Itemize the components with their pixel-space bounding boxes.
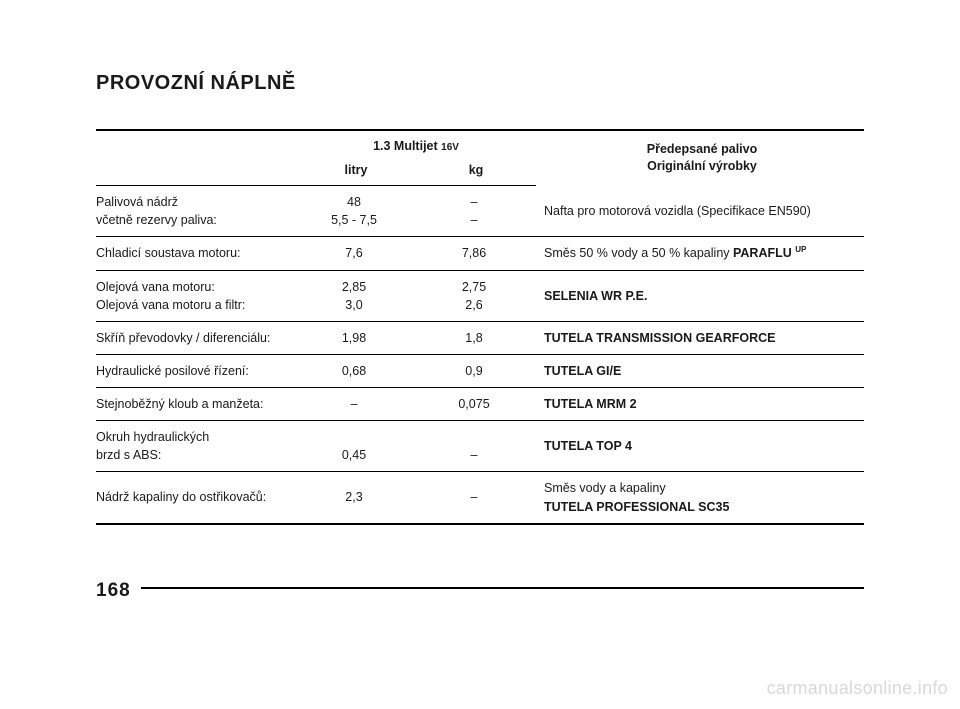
header-litry: litry — [296, 157, 416, 186]
header-engine-suffix: 16V — [441, 142, 459, 153]
row-kg: 0,075 — [416, 388, 536, 421]
row-litry: – — [296, 388, 416, 421]
header-fluids: Předepsané palivo Originální výrobky — [536, 130, 864, 186]
fluids-table: 1.3 Multijet 16V Předepsané palivo Origi… — [96, 129, 864, 525]
header-fluids-line1: Předepsané palivo — [647, 142, 757, 156]
row-litry: 2,3 — [296, 472, 416, 524]
row-label: Okruh hydraulickýchbrzd s ABS: — [96, 421, 296, 472]
row-label: Nádrž kapaliny do ostřikovačů: — [96, 472, 296, 524]
row-fluid: Směs vody a kapalinyTUTELA PROFESSIONAL … — [536, 472, 864, 524]
header-blank — [96, 130, 296, 186]
row-kg: 7,86 — [416, 237, 536, 270]
row-litry: 1,98 — [296, 321, 416, 354]
table-row: Okruh hydraulickýchbrzd s ABS:0,45–TUTEL… — [96, 421, 864, 472]
page-number: 168 — [96, 580, 141, 602]
header-engine-name: 1.3 Multijet — [373, 139, 438, 153]
table-row: Chladicí soustava motoru:7,67,86Směs 50 … — [96, 237, 864, 270]
row-litry: 2,853,0 — [296, 270, 416, 321]
row-label: Olejová vana motoru:Olejová vana motoru … — [96, 270, 296, 321]
row-label: Stejnoběžný kloub a manžeta: — [96, 388, 296, 421]
header-engine: 1.3 Multijet 16V — [296, 130, 536, 157]
header-kg: kg — [416, 157, 536, 186]
row-fluid: SELENIA WR P.E. — [536, 270, 864, 321]
row-fluid: Nafta pro motorová vozidla (Specifikace … — [536, 186, 864, 237]
row-label: Skříň převodovky / diferenciálu: — [96, 321, 296, 354]
footer-rule — [96, 587, 864, 589]
row-kg: 0,9 — [416, 354, 536, 387]
row-fluid: TUTELA TOP 4 — [536, 421, 864, 472]
table-row: Palivová nádržvčetně rezervy paliva:485,… — [96, 186, 864, 237]
row-fluid: TUTELA MRM 2 — [536, 388, 864, 421]
table-row: Stejnoběžný kloub a manžeta:–0,075TUTELA… — [96, 388, 864, 421]
row-fluid: Směs 50 % vody a 50 % kapaliny PARAFLU U… — [536, 237, 864, 270]
row-kg: 1,8 — [416, 321, 536, 354]
row-label: Chladicí soustava motoru: — [96, 237, 296, 270]
row-kg: – — [416, 421, 536, 472]
row-fluid: TUTELA GI/E — [536, 354, 864, 387]
header-fluids-line2: Originální výrobky — [647, 159, 757, 173]
row-kg: – — [416, 472, 536, 524]
row-litry: 485,5 - 7,5 — [296, 186, 416, 237]
row-litry: 7,6 — [296, 237, 416, 270]
table-row: Olejová vana motoru:Olejová vana motoru … — [96, 270, 864, 321]
row-kg: –– — [416, 186, 536, 237]
table-row: Skříň převodovky / diferenciálu:1,981,8T… — [96, 321, 864, 354]
row-label: Palivová nádržvčetně rezervy paliva: — [96, 186, 296, 237]
row-kg: 2,752,6 — [416, 270, 536, 321]
row-litry: 0,45 — [296, 421, 416, 472]
page-title: PROVOZNÍ NÁPLNĚ — [96, 72, 864, 95]
row-fluid: TUTELA TRANSMISSION GEARFORCE — [536, 321, 864, 354]
row-litry: 0,68 — [296, 354, 416, 387]
watermark: carmanualsonline.info — [767, 678, 948, 699]
row-label: Hydraulické posilové řízení: — [96, 354, 296, 387]
table-row: Hydraulické posilové řízení:0,680,9TUTEL… — [96, 354, 864, 387]
table-row: Nádrž kapaliny do ostřikovačů:2,3–Směs v… — [96, 472, 864, 524]
